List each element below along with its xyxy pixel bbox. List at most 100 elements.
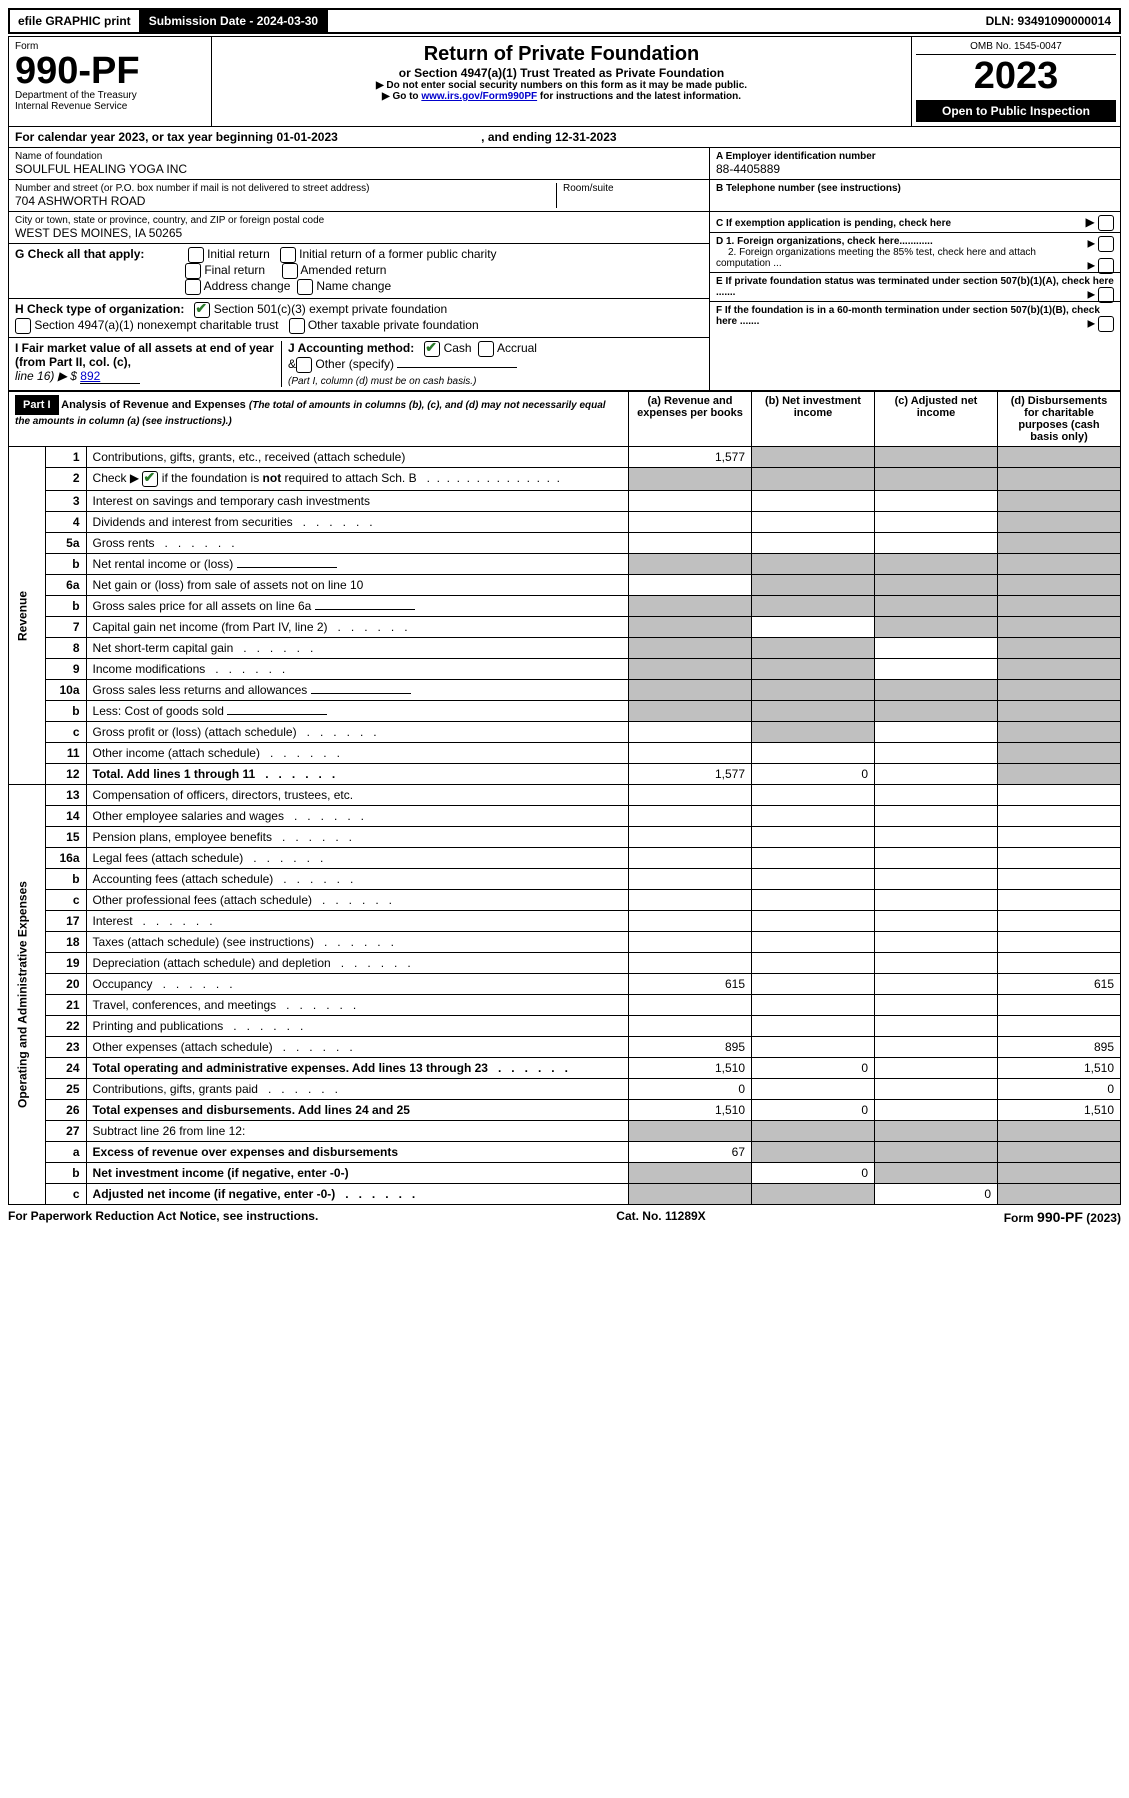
line-desc: Income modifications . . . . . .	[86, 659, 628, 680]
amt-a: 1,577	[629, 447, 752, 468]
amt-a: 1,510	[629, 1100, 752, 1121]
line-no: 17	[45, 911, 86, 932]
amt-d	[998, 827, 1121, 848]
cb-sch-b[interactable]	[142, 471, 158, 487]
amt-b	[752, 1016, 875, 1037]
d2: 2. Foreign organizations meeting the 85%…	[716, 247, 1036, 269]
amt-c	[875, 1016, 998, 1037]
f: F If the foundation is in a 60-month ter…	[716, 305, 1100, 327]
amt-c	[875, 468, 998, 491]
cal-begin: For calendar year 2023, or tax year begi…	[15, 130, 338, 144]
cb-c[interactable]	[1098, 215, 1114, 231]
cb-initial-former[interactable]	[280, 247, 296, 263]
cal-end: , and ending 12-31-2023	[481, 130, 616, 144]
g2: Final return	[204, 263, 265, 277]
line-no: 13	[45, 785, 86, 806]
table-row: 3Interest on savings and temporary cash …	[9, 491, 1121, 512]
cb-final[interactable]	[185, 263, 201, 279]
amt-a	[629, 575, 752, 596]
amt-b	[752, 806, 875, 827]
table-row: bNet investment income (if negative, ent…	[9, 1163, 1121, 1184]
amt-a	[629, 680, 752, 701]
cb-e[interactable]	[1098, 287, 1114, 303]
cb-addr-change[interactable]	[185, 279, 201, 295]
amt-b	[752, 869, 875, 890]
amt-c	[875, 512, 998, 533]
form-link[interactable]: www.irs.gov/Form990PF	[421, 91, 537, 102]
table-row: 9Income modifications . . . . . .	[9, 659, 1121, 680]
amt-b	[752, 722, 875, 743]
cb-f[interactable]	[1098, 316, 1114, 332]
amt-c	[875, 995, 998, 1016]
amt-d	[998, 638, 1121, 659]
amt-a: 67	[629, 1142, 752, 1163]
amt-b	[752, 743, 875, 764]
line-no: 6a	[45, 575, 86, 596]
amt-a	[629, 512, 752, 533]
line-no: 16a	[45, 848, 86, 869]
line-desc: Less: Cost of goods sold	[86, 701, 628, 722]
line-desc: Gross profit or (loss) (attach schedule)…	[86, 722, 628, 743]
amt-a	[629, 491, 752, 512]
table-row: cGross profit or (loss) (attach schedule…	[9, 722, 1121, 743]
table-row: 4Dividends and interest from securities …	[9, 512, 1121, 533]
tel-label: B Telephone number (see instructions)	[716, 183, 1114, 194]
amt-c	[875, 638, 998, 659]
cb-initial[interactable]	[188, 247, 204, 263]
j-label: J Accounting method:	[288, 341, 414, 355]
table-row: aExcess of revenue over expenses and dis…	[9, 1142, 1121, 1163]
line-desc: Total expenses and disbursements. Add li…	[86, 1100, 628, 1121]
amt-a	[629, 932, 752, 953]
table-row: 23Other expenses (attach schedule) . . .…	[9, 1037, 1121, 1058]
part1-label: Part I	[15, 395, 59, 415]
cb-cash[interactable]	[424, 341, 440, 357]
table-row: 12Total. Add lines 1 through 11 . . . . …	[9, 764, 1121, 785]
table-row: 2Check ▶ if the foundation is not requir…	[9, 468, 1121, 491]
amt-b	[752, 974, 875, 995]
table-row: 27Subtract line 26 from line 12:	[9, 1121, 1121, 1142]
amt-d	[998, 447, 1121, 468]
amt-a	[629, 827, 752, 848]
cb-d2[interactable]	[1098, 258, 1114, 274]
amt-a	[629, 1184, 752, 1205]
line-desc: Other income (attach schedule) . . . . .…	[86, 743, 628, 764]
irs: Internal Revenue Service	[15, 101, 205, 112]
amt-d	[998, 722, 1121, 743]
amt-c	[875, 869, 998, 890]
amt-d	[998, 764, 1121, 785]
section-label: Revenue	[9, 447, 46, 785]
amt-b	[752, 596, 875, 617]
cb-accrual[interactable]	[478, 341, 494, 357]
i-val[interactable]: 892	[80, 369, 140, 384]
amt-a: 615	[629, 974, 752, 995]
g-label: G Check all that apply:	[15, 247, 144, 261]
foundation-name: SOULFUL HEALING YOGA INC	[15, 162, 703, 176]
table-row: Operating and Administrative Expenses13C…	[9, 785, 1121, 806]
amt-b: 0	[752, 764, 875, 785]
amt-a	[629, 1163, 752, 1184]
cb-501c3[interactable]	[194, 302, 210, 318]
footer-right: Form 990-PF (2023)	[1004, 1209, 1121, 1225]
line-no: 15	[45, 827, 86, 848]
cb-other[interactable]	[296, 357, 312, 373]
line-no: 2	[45, 468, 86, 491]
table-row: 8Net short-term capital gain . . . . . .	[9, 638, 1121, 659]
cb-4947[interactable]	[15, 318, 31, 334]
amt-d	[998, 890, 1121, 911]
cb-other-tax[interactable]	[289, 318, 305, 334]
table-row: cOther professional fees (attach schedul…	[9, 890, 1121, 911]
addr: 704 ASHWORTH ROAD	[15, 194, 556, 208]
amt-d	[998, 1121, 1121, 1142]
cb-name-change[interactable]	[297, 279, 313, 295]
form-subtitle: or Section 4947(a)(1) Trust Treated as P…	[218, 66, 905, 80]
amt-a	[629, 533, 752, 554]
j-note: (Part I, column (d) must be on cash basi…	[288, 376, 476, 387]
cb-amended[interactable]	[282, 263, 298, 279]
amt-b	[752, 1121, 875, 1142]
amt-d	[998, 1184, 1121, 1205]
line-no: 19	[45, 953, 86, 974]
amt-c	[875, 827, 998, 848]
amt-a: 895	[629, 1037, 752, 1058]
footer: For Paperwork Reduction Act Notice, see …	[8, 1205, 1121, 1225]
cb-d1[interactable]	[1098, 236, 1114, 252]
